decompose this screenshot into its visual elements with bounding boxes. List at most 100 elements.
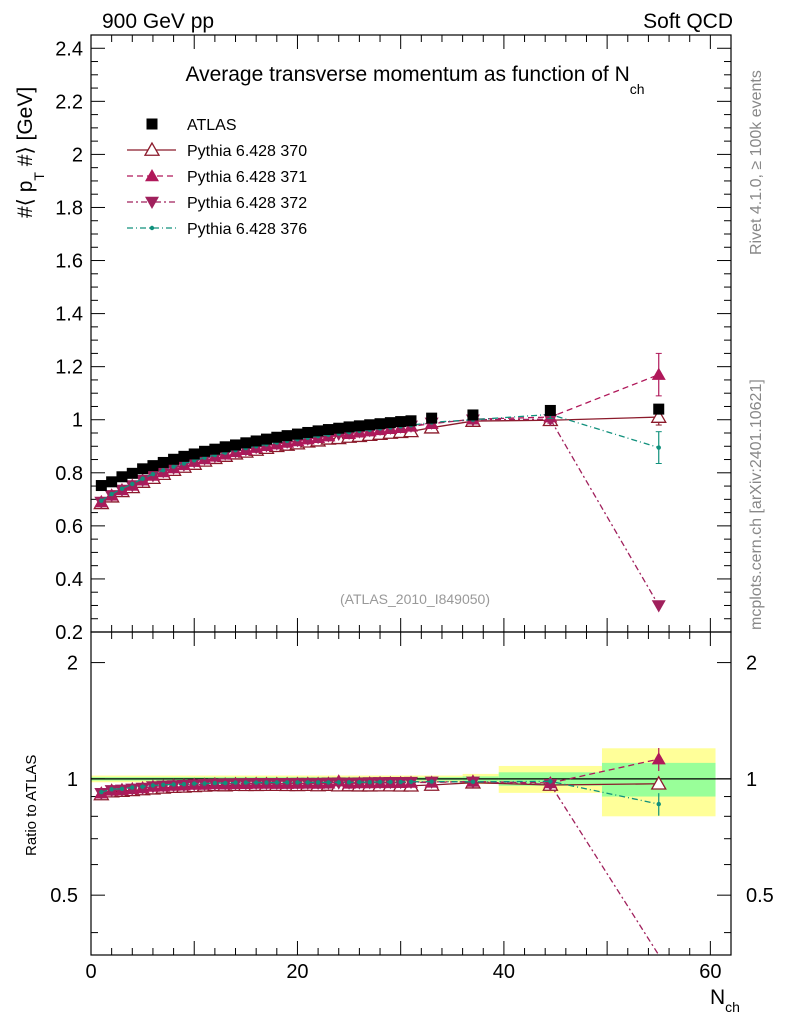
atlas-point — [219, 441, 231, 453]
y-axis-label: #⟨ pT #⟩ [GeV] — [14, 87, 47, 218]
y-tick-label: 1.2 — [55, 357, 83, 379]
series-point — [656, 445, 661, 450]
series-ratio-point — [253, 780, 259, 785]
y-axis-label-tail: #⟩ [GeV] — [14, 87, 37, 172]
series-point — [650, 408, 667, 423]
legend-marker — [149, 225, 155, 231]
legend-item: Pythia 6.428 370 — [127, 141, 307, 160]
series-point — [94, 496, 109, 509]
legend-marker — [145, 196, 159, 209]
series-ratio-point — [99, 789, 104, 795]
ratio-tick-label: 1 — [67, 769, 78, 791]
atlas-point — [157, 456, 169, 468]
atlas-point — [544, 404, 556, 416]
y-tick-label: 1.4 — [55, 304, 83, 326]
legend-item: Pythia 6.428 372 — [127, 195, 307, 212]
ratio-frame — [90, 631, 732, 956]
series-point — [99, 498, 104, 503]
ratio-tick-label-right: 1 — [746, 769, 757, 791]
atlas-point — [126, 467, 138, 479]
atlas-point — [467, 409, 479, 421]
series-ratio-point — [388, 779, 393, 785]
atlas-point — [374, 418, 386, 430]
series-ratio-point — [264, 780, 269, 785]
x-tick-label: 0 — [85, 961, 96, 983]
series-ratio-point — [398, 779, 403, 785]
series-point — [651, 367, 666, 380]
series-point — [114, 484, 129, 498]
series-point — [161, 467, 166, 473]
series-ratio-point — [181, 782, 187, 787]
header-right: Soft QCD — [643, 10, 733, 33]
series-ratio-point — [109, 787, 114, 792]
series-ratio-line — [101, 781, 660, 956]
series-ratio-point — [357, 779, 362, 785]
series-ratio-point — [367, 779, 372, 785]
legend-marker — [145, 169, 159, 182]
y-tick-label: 0.8 — [55, 463, 83, 485]
series-point — [181, 461, 187, 466]
legend-item: ATLAS — [146, 117, 237, 134]
atlas-point — [199, 445, 211, 457]
atlas-point — [137, 463, 149, 475]
watermark: (ATLAS_2010_I849050) — [340, 591, 490, 607]
series-ratio-point — [171, 782, 176, 787]
series-ratio-point — [305, 780, 310, 785]
series-ratio-point — [429, 779, 434, 784]
y-tick-label: 0.4 — [55, 569, 83, 591]
series-ratio-point — [377, 779, 383, 785]
series-ratio-point — [130, 785, 135, 790]
atlas-point — [343, 421, 355, 433]
y-axis-label-main: #⟨ p — [14, 181, 37, 218]
mc-curves — [93, 352, 667, 956]
header-left: 900 GeV pp — [102, 10, 214, 33]
atlas-point — [250, 435, 262, 447]
series-ratio-point — [233, 780, 238, 785]
series-ratio-point — [470, 779, 476, 785]
series-ratio-point — [656, 801, 661, 807]
atlas-point — [333, 422, 345, 434]
y-tick-label: 1 — [72, 410, 83, 432]
series-ratio-point — [650, 775, 667, 790]
y-tick-label: 1.6 — [55, 251, 83, 273]
series-ratio-point — [408, 779, 414, 784]
y-axis-label-sub: T — [31, 172, 47, 181]
series-point — [119, 486, 125, 491]
series-ratio-point — [274, 780, 280, 785]
atlas-point — [322, 424, 334, 436]
axes-ticks: 0 20 40 60 0.2 0.4 0.6 0.8 1 1.2 1.4 1.6 1.8 2 2.2 2.4 0… — [50, 34, 774, 983]
series-ratio-point — [119, 786, 125, 791]
series-ratio-point — [161, 782, 166, 787]
legend-label: Pythia 6.428 372 — [187, 195, 307, 212]
series-ratio-point — [222, 780, 228, 786]
series-ratio-point — [125, 783, 140, 796]
atlas-point — [395, 416, 407, 428]
series-point — [135, 474, 150, 488]
y-tick-label: 1.8 — [55, 197, 83, 219]
series-3 — [94, 413, 666, 956]
atlas-point — [116, 471, 128, 483]
atlas-point — [240, 437, 252, 449]
rivet-label: Rivet 4.1.0, ≥ 100k events — [748, 70, 765, 255]
ratio-tick-label: 0.5 — [50, 885, 78, 907]
series-point — [125, 480, 140, 493]
ratio-axis-label: Ratio to ATLAS — [23, 755, 40, 856]
atlas-point — [353, 420, 365, 432]
plot-title-sub: ch — [630, 81, 645, 97]
series-ratio-point — [548, 779, 553, 784]
x-tick-label: 20 — [286, 961, 308, 983]
y-tick-label: 0.2 — [55, 622, 83, 644]
series-point — [156, 466, 171, 479]
series-point — [543, 413, 558, 427]
atlas-point — [384, 417, 396, 429]
series-point — [104, 490, 119, 503]
atlas-point — [426, 412, 438, 424]
y-tick-label: 0.6 — [55, 516, 83, 538]
series-ratio-point — [212, 780, 218, 786]
series-ratio-point — [651, 752, 666, 765]
ratio-tick-label: 2 — [67, 653, 78, 675]
series-ratio-point — [295, 780, 300, 785]
series-ratio-point — [543, 779, 558, 792]
series-point — [109, 491, 114, 497]
